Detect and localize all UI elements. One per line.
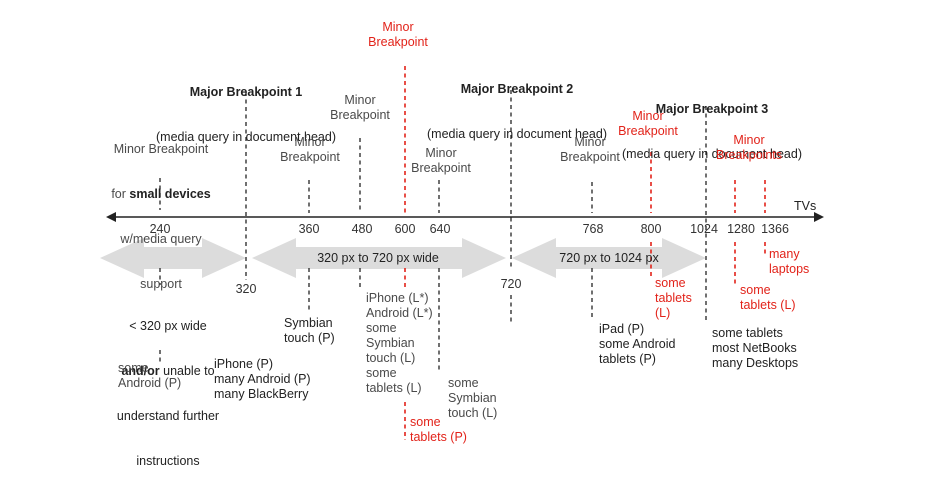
- minor-breakpoint-360: Minor Breakpoint: [280, 135, 340, 164]
- minor-breakpoints-1280-1366: Minor Breakpoints: [715, 133, 783, 162]
- tick-640: 640: [429, 222, 451, 236]
- axis-arrow-left: [106, 212, 116, 222]
- minor-breakpoint-768: Minor Breakpoint: [560, 135, 620, 164]
- axis: [106, 212, 824, 222]
- minor-breakpoint-600: Minor Breakpoint: [368, 20, 428, 49]
- minor-breakpoint-small-devices: Minor Breakpoint for small devices w/med…: [111, 142, 211, 291]
- minor-breakpoint-640: Minor Breakpoint: [411, 146, 471, 175]
- major-breakpoint-2: Major Breakpoint 2 (media query in docum…: [427, 52, 607, 172]
- tick-320: 320: [235, 282, 257, 296]
- minor-breakpoint-800: Minor Breakpoint: [618, 109, 678, 138]
- tick-720: 720: [500, 277, 522, 291]
- band-arrow-720-1024: [512, 238, 706, 278]
- tick-360: 360: [298, 222, 320, 236]
- tick-600: 600: [394, 222, 416, 236]
- axis-end-label: TVs: [794, 199, 817, 213]
- diagram-graphics: [100, 66, 824, 440]
- band-label-720-1024: 720 px to 1024 px: [559, 251, 659, 265]
- major-breakpoint-3-subtitle: (media query in document head): [622, 147, 802, 161]
- band-arrow-small: [100, 238, 246, 278]
- some-tablets-landscape-800: some tablets (L): [655, 276, 692, 320]
- some-tablets-portrait: some tablets (P): [410, 415, 467, 444]
- major-breakpoint-2-title: Major Breakpoint 2: [460, 82, 574, 96]
- major-breakpoint-1-subtitle: (media query in document head): [156, 130, 336, 144]
- tick-480: 480: [351, 222, 373, 236]
- major-breakpoint-3: Major Breakpoint 3 (media query in docum…: [622, 72, 802, 192]
- tick-1024: 1024: [690, 222, 718, 236]
- tick-240: 240: [149, 222, 171, 236]
- ipad-portrait-group: iPad (P) some Android tablets (P): [599, 322, 676, 366]
- tick-800: 800: [640, 222, 662, 236]
- minor-breakpoint-480: Minor Breakpoint: [330, 93, 390, 122]
- iphone-landscape-group: iPhone (L*) Android (L*) some Symbian to…: [366, 291, 433, 395]
- many-laptops: many laptops: [769, 247, 810, 276]
- major-breakpoint-2-subtitle: (media query in document head): [427, 127, 607, 141]
- tick-1280: 1280: [727, 222, 755, 236]
- band-label-320-720: 320 px to 720 px wide: [317, 251, 439, 265]
- iphone-portrait-group: iPhone (P) many Android (P) many BlackBe…: [214, 357, 311, 401]
- major-breakpoint-1-title: Major Breakpoint 1: [189, 85, 303, 99]
- netbooks-desktops-group: some tablets most NetBooks many Desktops: [712, 326, 799, 370]
- some-symbian-touch-landscape: some Symbian touch (L): [448, 376, 498, 420]
- symbian-touch-portrait: Symbian touch (P): [284, 316, 335, 345]
- major-breakpoint-1: Major Breakpoint 1 (media query in docum…: [156, 55, 336, 175]
- major-breakpoint-3-title: Major Breakpoint 3: [655, 102, 769, 116]
- tick-1366: 1366: [761, 222, 789, 236]
- tick-768: 768: [582, 222, 604, 236]
- some-android-portrait: some Android (P): [118, 361, 182, 390]
- some-tablets-landscape-1280: some tablets (L): [740, 283, 796, 312]
- breakpoints-diagram: TVs 240 360 480 600 640 768 800 1024 128…: [100, 20, 824, 468]
- axis-arrow-right: [814, 212, 824, 222]
- band-arrow-320-720: [252, 238, 506, 278]
- small-devices-description: < 320 px wide and/or unable to understan…: [116, 319, 220, 468]
